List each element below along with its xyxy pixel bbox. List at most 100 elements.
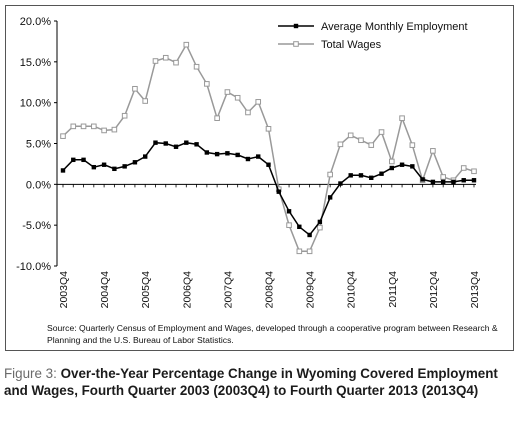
chart-frame bbox=[5, 5, 514, 351]
figure-caption: Figure 3: Over-the-Year Percentage Chang… bbox=[4, 366, 516, 399]
data-point-wages bbox=[70, 123, 77, 130]
data-point-employment bbox=[143, 154, 148, 159]
data-point-wages bbox=[204, 81, 210, 87]
data-point-employment bbox=[327, 195, 333, 200]
data-point-employment bbox=[122, 164, 127, 169]
y-tick-label: 20.0% bbox=[20, 16, 51, 28]
data-point-employment bbox=[266, 162, 271, 167]
data-point-wages bbox=[121, 112, 128, 119]
data-point-employment bbox=[297, 224, 302, 229]
y-tick-label: -10.0% bbox=[16, 261, 51, 273]
x-tick-label: 2005Q4 bbox=[140, 271, 152, 309]
data-point-employment bbox=[81, 157, 86, 163]
figure-label: Figure 3: bbox=[4, 366, 57, 381]
legend-label: Total Wages bbox=[321, 39, 382, 51]
data-point-employment bbox=[369, 175, 374, 180]
data-point-wages bbox=[399, 115, 405, 121]
data-point-wages bbox=[409, 142, 416, 148]
data-point-employment bbox=[286, 209, 292, 214]
data-point-employment bbox=[348, 173, 353, 178]
data-point-wages bbox=[265, 126, 272, 132]
legend-marker bbox=[293, 23, 299, 29]
data-point-employment bbox=[214, 151, 220, 157]
data-point-employment bbox=[163, 141, 168, 146]
data-point-wages bbox=[255, 99, 262, 105]
data-point-employment bbox=[173, 144, 179, 149]
x-tick-label: 2013Q4 bbox=[469, 271, 481, 309]
data-point-employment bbox=[245, 156, 251, 162]
x-tick-label: 2009Q4 bbox=[305, 271, 317, 309]
x-tick-label: 2004Q4 bbox=[99, 271, 111, 309]
data-point-employment bbox=[389, 165, 394, 171]
data-point-employment bbox=[194, 142, 199, 147]
data-point-wages bbox=[430, 148, 436, 154]
data-point-employment bbox=[225, 151, 230, 156]
series-line-wages bbox=[62, 43, 475, 253]
data-point-wages bbox=[460, 165, 467, 171]
data-point-wages bbox=[214, 115, 220, 121]
data-point-employment bbox=[430, 179, 436, 185]
data-point-wages bbox=[286, 222, 292, 228]
data-point-wages bbox=[91, 123, 97, 130]
data-point-employment bbox=[256, 154, 261, 159]
data-point-employment bbox=[307, 232, 312, 238]
x-tick-label: 2008Q4 bbox=[264, 271, 276, 309]
data-point-wages bbox=[101, 127, 107, 134]
x-tick-label: 2011Q4 bbox=[387, 271, 399, 308]
data-point-wages bbox=[347, 132, 354, 139]
y-tick-label: 5.0% bbox=[26, 139, 51, 151]
y-tick-label: 15.0% bbox=[20, 57, 51, 69]
data-point-wages bbox=[378, 129, 385, 135]
data-point-employment bbox=[132, 160, 138, 165]
data-point-employment bbox=[461, 178, 466, 183]
data-point-wages bbox=[60, 133, 66, 139]
data-point-employment bbox=[338, 181, 343, 186]
data-point-wages bbox=[327, 171, 333, 178]
data-point-wages bbox=[234, 94, 241, 101]
data-point-employment bbox=[204, 150, 210, 155]
data-point-wages bbox=[80, 123, 87, 130]
data-point-employment bbox=[399, 162, 405, 167]
data-point-employment bbox=[153, 140, 158, 145]
x-tick-label: 2012Q4 bbox=[428, 271, 440, 309]
data-point-employment bbox=[71, 157, 76, 163]
data-point-employment bbox=[471, 178, 477, 183]
data-point-wages bbox=[183, 41, 190, 48]
data-point-employment bbox=[410, 164, 415, 169]
data-point-employment bbox=[451, 179, 456, 185]
data-point-wages bbox=[358, 137, 364, 144]
data-point-employment bbox=[184, 140, 189, 145]
data-point-wages bbox=[162, 54, 169, 61]
data-point-wages bbox=[471, 168, 477, 175]
data-point-employment bbox=[317, 219, 323, 225]
legend-label: Average Monthly Employment bbox=[321, 21, 468, 33]
data-point-wages bbox=[152, 58, 159, 64]
data-point-employment bbox=[379, 171, 384, 176]
y-tick-label: -5.0% bbox=[22, 220, 51, 232]
data-point-wages bbox=[337, 141, 344, 148]
data-point-wages bbox=[245, 109, 251, 116]
x-tick-label: 2007Q4 bbox=[222, 271, 234, 309]
figure-title: Over-the-Year Percentage Change in Wyomi… bbox=[4, 366, 498, 398]
y-tick-label: 0.0% bbox=[26, 179, 51, 191]
data-point-wages bbox=[193, 63, 200, 70]
legend-marker bbox=[293, 41, 299, 47]
data-point-employment bbox=[420, 177, 425, 182]
data-point-wages bbox=[142, 98, 148, 104]
data-point-employment bbox=[60, 168, 66, 173]
data-point-employment bbox=[101, 162, 107, 167]
data-point-employment bbox=[235, 152, 240, 158]
data-point-wages bbox=[111, 126, 118, 133]
data-point-employment bbox=[112, 166, 117, 172]
data-point-employment bbox=[358, 173, 364, 178]
series-line-employment bbox=[62, 141, 474, 237]
data-point-employment bbox=[276, 189, 281, 194]
source-note: Source: Quarterly Census of Employment a… bbox=[47, 323, 498, 345]
data-point-wages bbox=[440, 174, 446, 180]
data-point-wages bbox=[306, 248, 313, 255]
data-point-employment bbox=[440, 179, 446, 185]
data-point-wages bbox=[317, 224, 323, 231]
x-tick-label: 2010Q4 bbox=[346, 271, 358, 309]
data-point-wages bbox=[368, 142, 375, 148]
